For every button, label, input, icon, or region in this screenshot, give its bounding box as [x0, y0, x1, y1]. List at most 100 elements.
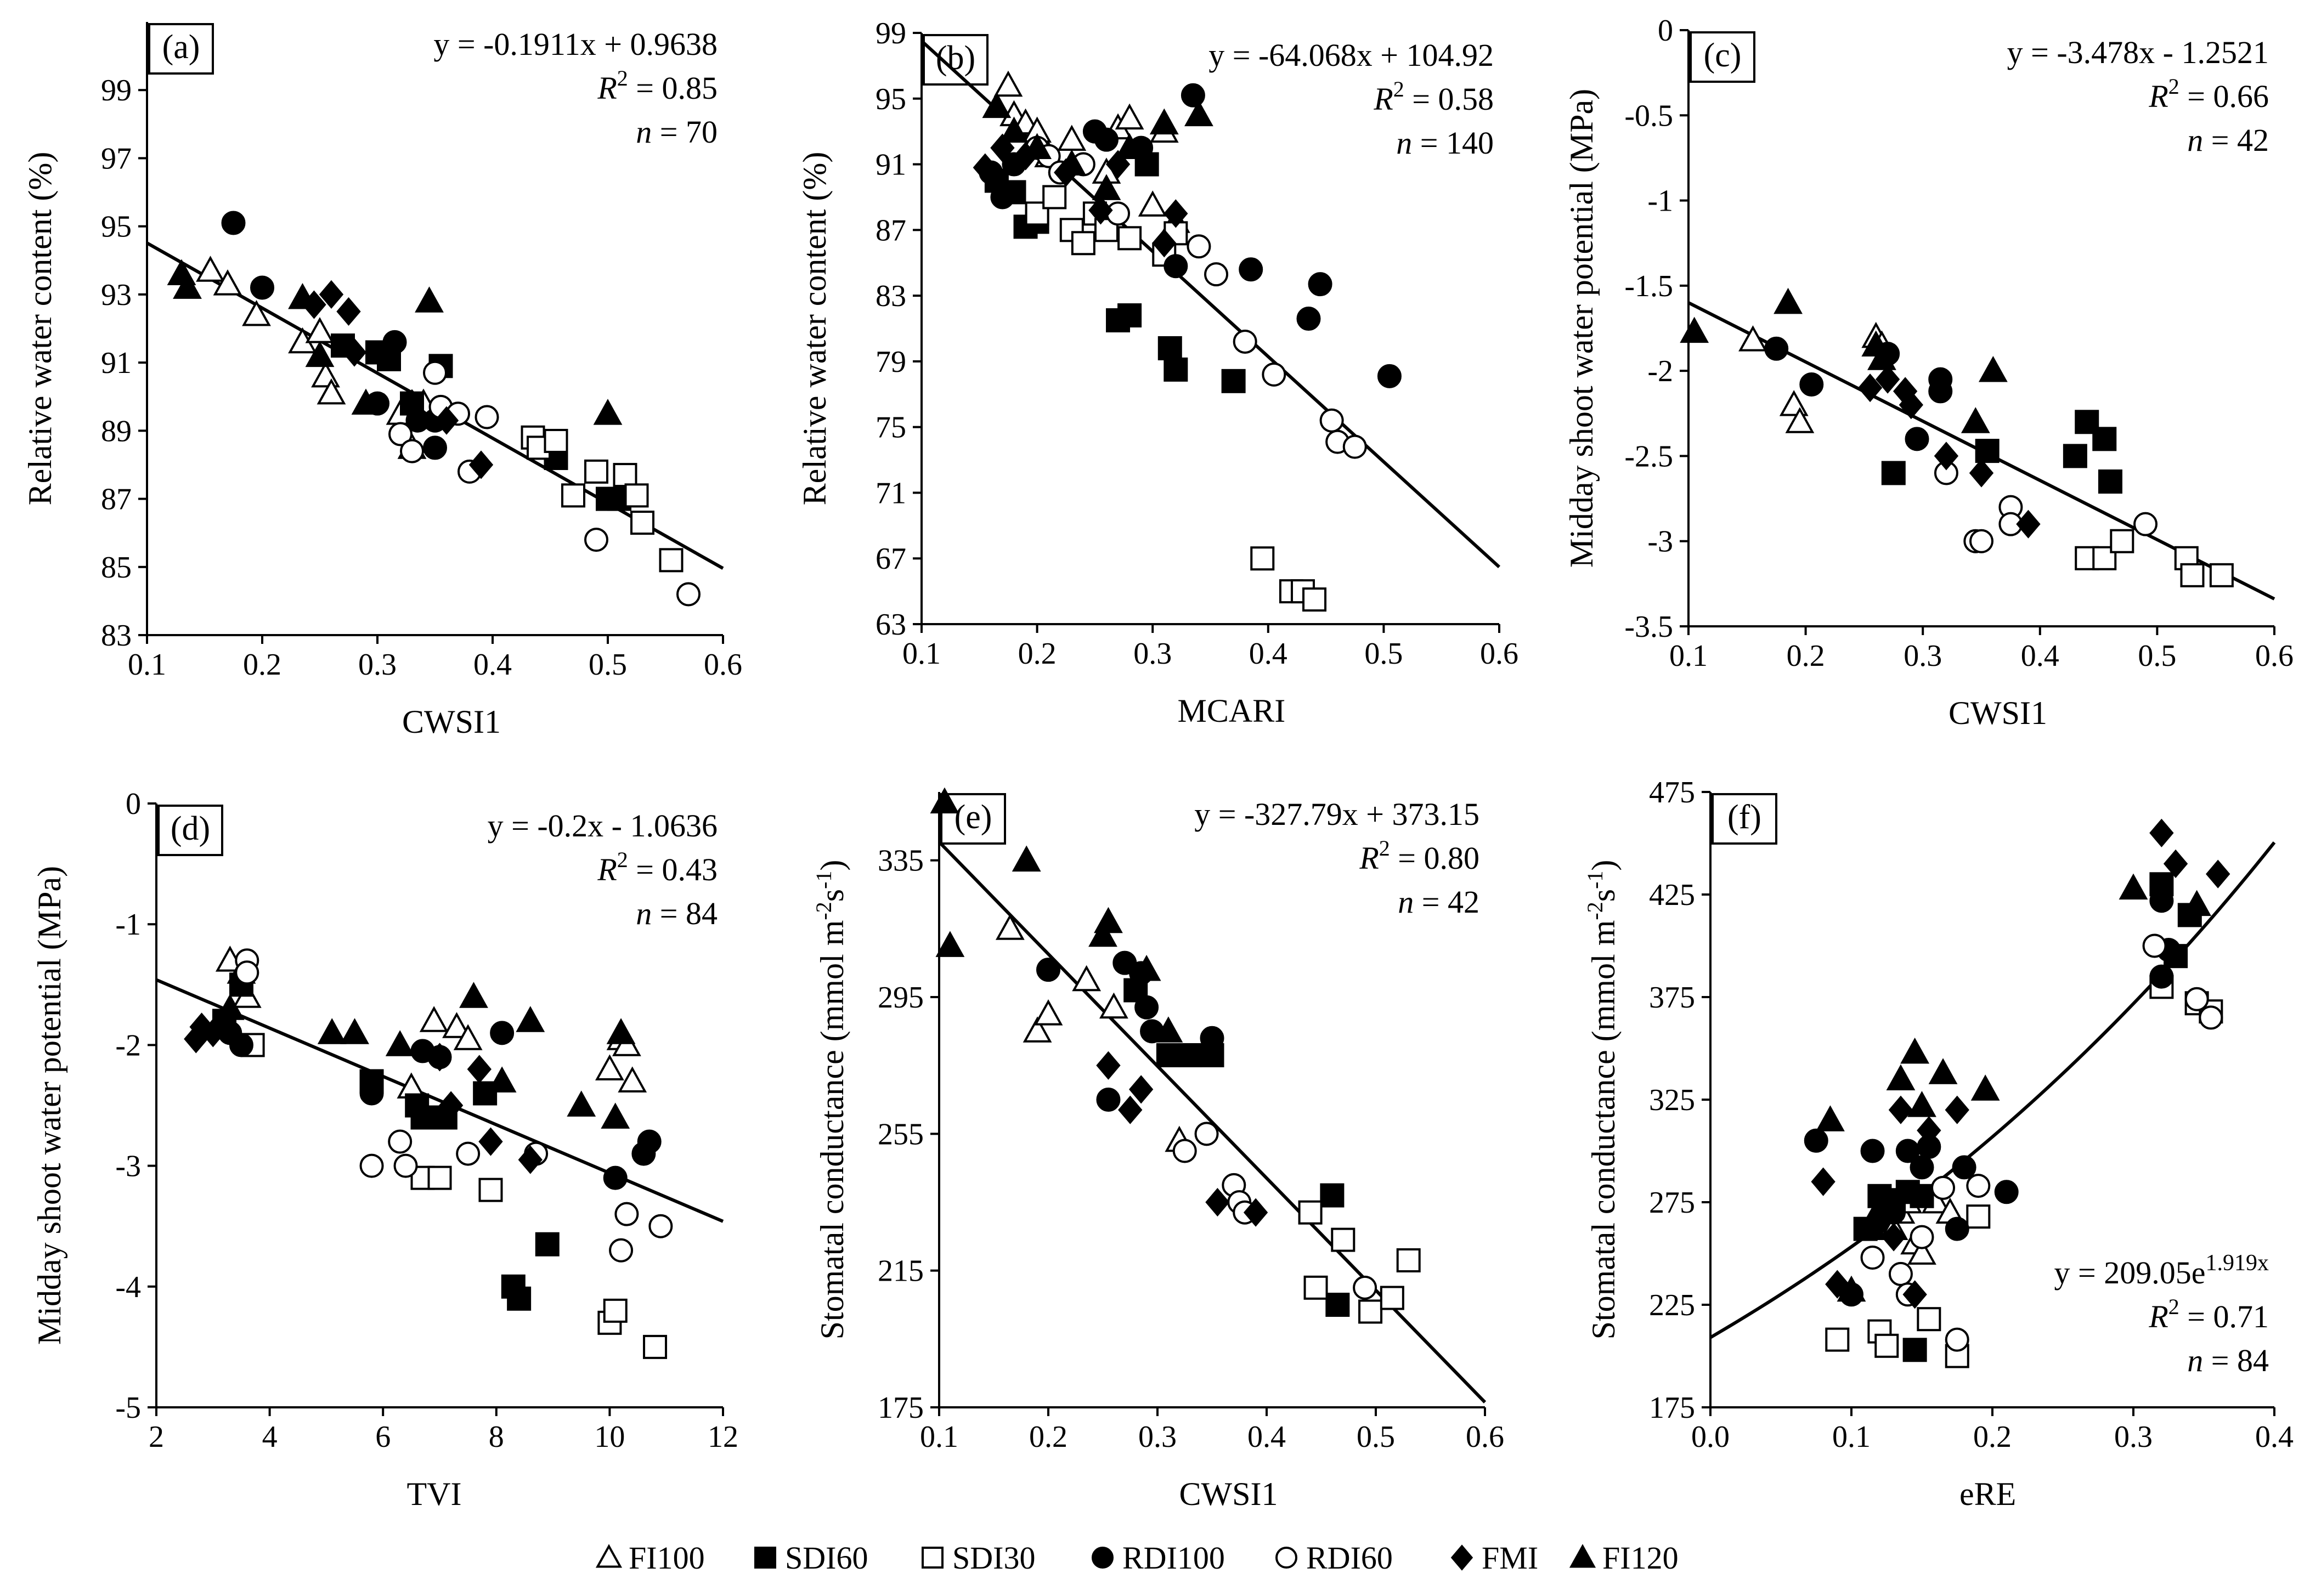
data-point — [990, 185, 1015, 210]
data-point — [1377, 364, 1402, 388]
x-tick-label: 0.5 — [2138, 639, 2176, 673]
data-point — [595, 1054, 624, 1080]
legend-marker — [922, 1547, 944, 1569]
data-point — [423, 360, 447, 385]
x-tick-label: 0.1 — [1832, 1420, 1871, 1454]
data-point — [1157, 336, 1182, 360]
data-point — [1117, 303, 1142, 328]
x-axis-label: CWSI1 — [1948, 695, 2047, 731]
legend-label: SDI30 — [952, 1540, 1035, 1576]
data-point — [1917, 1116, 1941, 1145]
data-point — [643, 1334, 668, 1359]
x-axis-label: TVI — [407, 1476, 462, 1512]
data-point — [1902, 1338, 1927, 1362]
data-point — [982, 92, 1012, 118]
series-RDI100 — [1804, 888, 2181, 1307]
data-point — [2110, 529, 2134, 553]
data-point — [1154, 1016, 1183, 1043]
data-point — [305, 341, 335, 367]
y-tick-label: 475 — [1649, 776, 1695, 810]
data-point — [1094, 907, 1123, 933]
y-tick-label: -0.5 — [1624, 99, 1673, 133]
y-tick-label: 85 — [101, 551, 132, 585]
data-point — [1308, 272, 1332, 297]
data-point — [1928, 379, 1953, 404]
data-point — [1917, 1307, 1941, 1332]
data-point — [2092, 427, 2117, 451]
data-point — [1994, 1180, 2019, 1204]
data-point — [1910, 1184, 1934, 1208]
data-point — [1874, 1333, 1899, 1358]
data-point — [1910, 1225, 1934, 1249]
data-point — [427, 1043, 452, 1072]
legend-label: RDI100 — [1122, 1540, 1225, 1576]
y-tick-label: 87 — [101, 483, 132, 517]
data-point — [1152, 229, 1177, 258]
regression-equation: y = -64.068x + 104.92 — [1208, 37, 1494, 73]
y-tick-label: 83 — [101, 619, 132, 653]
data-point — [1342, 434, 1367, 459]
data-point — [584, 459, 608, 484]
data-point — [317, 378, 346, 405]
data-point — [614, 1202, 639, 1226]
y-tick-label: 255 — [878, 1117, 924, 1151]
data-point — [288, 282, 317, 309]
sample-size: n = 84 — [636, 896, 718, 931]
data-point — [1945, 1327, 1969, 1352]
data-point — [1816, 1105, 1845, 1131]
data-point — [609, 1238, 634, 1263]
data-point — [601, 1102, 630, 1129]
data-point — [516, 1006, 545, 1032]
data-point — [2142, 933, 2167, 958]
data-point — [410, 1105, 435, 1130]
y-tick-label: 175 — [878, 1391, 924, 1425]
x-tick-label: 0.3 — [358, 648, 397, 682]
data-point — [973, 153, 998, 182]
data-point — [1380, 1286, 1404, 1310]
data-point — [1867, 344, 1896, 370]
data-point — [2199, 1005, 2223, 1030]
data-point — [1966, 1204, 1991, 1229]
data-point — [1837, 1275, 1866, 1302]
panel-label-text: (f) — [1727, 799, 1761, 836]
data-point — [1128, 1075, 1154, 1104]
series-RDI60 — [1934, 461, 2158, 553]
data-point — [311, 361, 340, 388]
x-tick-label: 0.1 — [920, 1420, 958, 1454]
data-point — [478, 1127, 503, 1156]
trend-line — [937, 841, 1487, 1403]
data-point — [305, 317, 335, 343]
y-tick-label: -1 — [1647, 184, 1673, 218]
legend-item-RDI60: RDI60 — [1275, 1540, 1393, 1576]
data-point — [1164, 357, 1188, 382]
data-point — [242, 300, 271, 326]
r-squared: R2 = 0.80 — [1359, 836, 1479, 876]
legend-marker — [595, 1544, 623, 1568]
data-point — [1012, 845, 1041, 872]
data-point — [1858, 1214, 1887, 1241]
data-point — [475, 405, 499, 429]
y-tick-label: 99 — [101, 73, 132, 107]
y-tick-label: 0 — [126, 787, 141, 821]
data-point — [442, 1012, 471, 1038]
data-point — [1907, 1091, 1936, 1117]
data-point — [1088, 196, 1113, 225]
y-axis-label: Stomatal conductance (mmol m-2s-1) — [1583, 860, 1622, 1340]
data-point — [535, 1232, 560, 1257]
data-point — [1115, 103, 1144, 130]
y-tick-label: -1.5 — [1624, 269, 1673, 303]
data-point — [1149, 108, 1179, 135]
data-point — [2163, 849, 2188, 878]
sample-size: n = 140 — [1396, 125, 1494, 161]
legend-item-FI100: FI100 — [595, 1540, 705, 1576]
y-tick-label: 95 — [876, 82, 906, 116]
x-tick-label: 0.4 — [1247, 1420, 1286, 1454]
data-point — [1902, 1280, 1927, 1309]
data-point — [1239, 257, 1263, 282]
x-tick-label: 0.1 — [128, 648, 166, 682]
legend-label: FI100 — [629, 1540, 705, 1576]
y-tick-label: -1 — [115, 908, 141, 942]
series-RDI60 — [1025, 135, 1367, 459]
data-point — [456, 1141, 481, 1166]
data-point — [1298, 1200, 1323, 1225]
